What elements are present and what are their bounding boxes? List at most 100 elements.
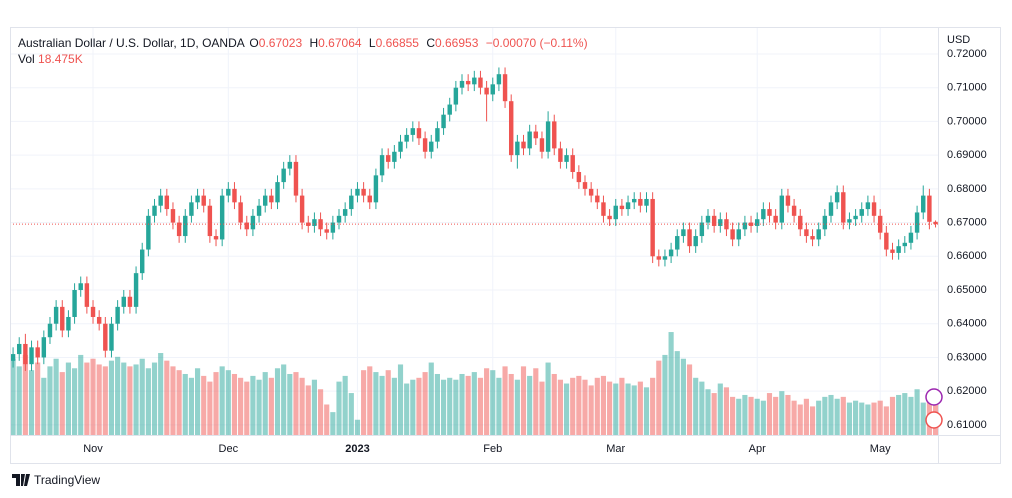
volume-bar (422, 372, 428, 435)
candle-body (330, 222, 336, 233)
candle-body (859, 209, 864, 216)
candle-body (146, 215, 151, 250)
volume-bar (711, 393, 717, 435)
volume-bar (539, 381, 545, 435)
volume-bar (896, 394, 902, 435)
event-icon[interactable] (925, 388, 943, 406)
volume-bar (71, 368, 78, 435)
candle-body (256, 205, 262, 216)
volume-bar (908, 396, 914, 435)
volume-bar (145, 368, 151, 435)
y-tick-label: 0.62000 (947, 385, 987, 397)
x-tick-label: Apr (749, 443, 766, 455)
legend-key: L (368, 36, 376, 50)
volume-bar (10, 358, 16, 435)
candle-body (170, 209, 176, 223)
candle-body (484, 87, 489, 95)
volume-layer (10, 332, 939, 435)
footer[interactable]: TradingView (12, 473, 100, 487)
volume-bar (164, 360, 170, 435)
volume-bar (514, 379, 520, 435)
volume-bar (785, 394, 791, 435)
candle-body (902, 242, 908, 247)
candle-body (312, 219, 317, 226)
candle-body (558, 148, 563, 162)
candle-body (109, 323, 114, 351)
candle-body (17, 343, 22, 355)
candle-body (385, 155, 391, 162)
volume-bar (668, 332, 674, 435)
volume-bar (330, 412, 336, 435)
volume-bar (779, 391, 785, 435)
volume-bar (730, 396, 736, 435)
volume-bar (643, 387, 650, 435)
volume-bar (410, 379, 416, 435)
volume-bar (853, 400, 859, 435)
candle-body (219, 195, 225, 240)
candle-body (35, 347, 40, 358)
volume-bar (121, 362, 127, 435)
volume-bar (176, 370, 182, 435)
candle-body (453, 87, 459, 105)
candle-body (865, 202, 871, 210)
volume-bar (717, 383, 723, 435)
candle-body (29, 347, 34, 365)
candle-body (60, 306, 65, 331)
candle-body (638, 198, 643, 206)
volume-bar (859, 402, 865, 435)
candle-body (232, 188, 237, 203)
candle-layer (10, 67, 938, 371)
candle-body (269, 195, 274, 203)
candle-body (822, 215, 828, 230)
candle-body (914, 212, 920, 233)
candle-body (72, 290, 77, 317)
volume-bar (201, 375, 207, 435)
volume-bar (108, 360, 115, 435)
x-tick-label: May (870, 443, 891, 455)
legend-change: −0.00070 (−0.11%) (485, 36, 588, 50)
candle-body (779, 195, 785, 223)
candle-body (53, 306, 59, 324)
volume-bar (656, 360, 662, 435)
volume-bar (127, 366, 133, 435)
volume-bar (662, 354, 668, 435)
candle-body (490, 84, 495, 95)
candle-body (791, 205, 797, 216)
volume-bar (594, 377, 600, 435)
candle-body (921, 195, 926, 213)
candle-body (336, 215, 342, 223)
volume-bar (834, 398, 840, 435)
candle-body (681, 229, 686, 237)
volume-bar (699, 381, 705, 435)
volume-bar (250, 375, 256, 435)
volume-bar (914, 389, 920, 435)
candle-body (724, 219, 729, 230)
candle-body (158, 195, 163, 206)
volume-bar (238, 377, 244, 435)
candle-body (711, 215, 717, 226)
candle-body (675, 236, 680, 250)
candle-body (699, 222, 705, 237)
candle-body (410, 128, 416, 135)
candle-body (416, 128, 422, 139)
candle-body (275, 182, 280, 203)
candle-body (238, 202, 243, 223)
volume-value: 18.475K (38, 52, 83, 66)
candle-body (502, 74, 508, 102)
volume-bar (219, 366, 225, 435)
volume-bar (207, 381, 213, 435)
volume-bar (262, 372, 268, 435)
volume-bar (613, 383, 619, 435)
candle-body (631, 198, 637, 203)
candle-body (773, 215, 778, 223)
volume-bar (84, 362, 90, 435)
volume-bar (293, 372, 299, 435)
volume-bar (367, 366, 373, 435)
candle-body (324, 229, 329, 233)
volume-bar (404, 383, 410, 435)
event-icon[interactable] (925, 411, 943, 429)
candle-body (927, 195, 932, 222)
volume-bar (274, 368, 281, 435)
volume-bar (631, 385, 637, 435)
